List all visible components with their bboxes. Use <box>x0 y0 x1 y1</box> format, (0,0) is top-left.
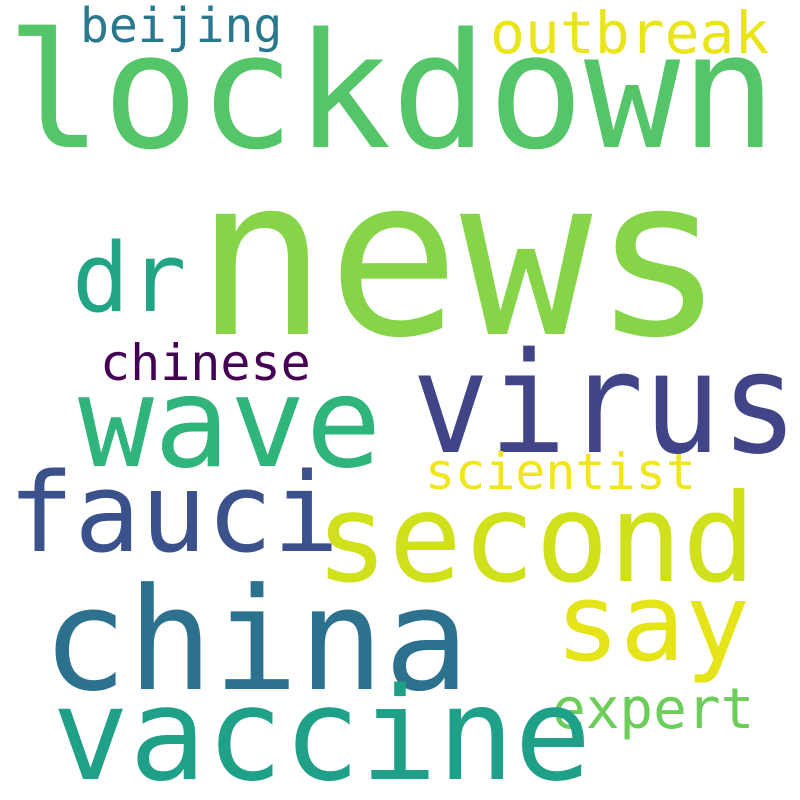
word-scientist: scientist <box>425 443 696 501</box>
word-expert: expert <box>552 677 755 742</box>
word-beijing: beijing <box>80 0 283 54</box>
word-second: second <box>315 468 756 610</box>
word-vaccine: vaccine <box>52 661 592 800</box>
word-chinese: chinese <box>100 334 311 392</box>
word-fauci: fauci <box>8 449 340 577</box>
word-dr: dr <box>72 224 187 334</box>
word-wave: wave <box>78 349 382 496</box>
word-outbreak: outbreak <box>490 0 770 67</box>
word-news: news <box>195 130 725 386</box>
word-lockdown: lockdown <box>6 0 777 185</box>
word-virus: virus <box>412 323 798 486</box>
word-china: china <box>42 558 470 723</box>
word-say: say <box>555 561 751 686</box>
